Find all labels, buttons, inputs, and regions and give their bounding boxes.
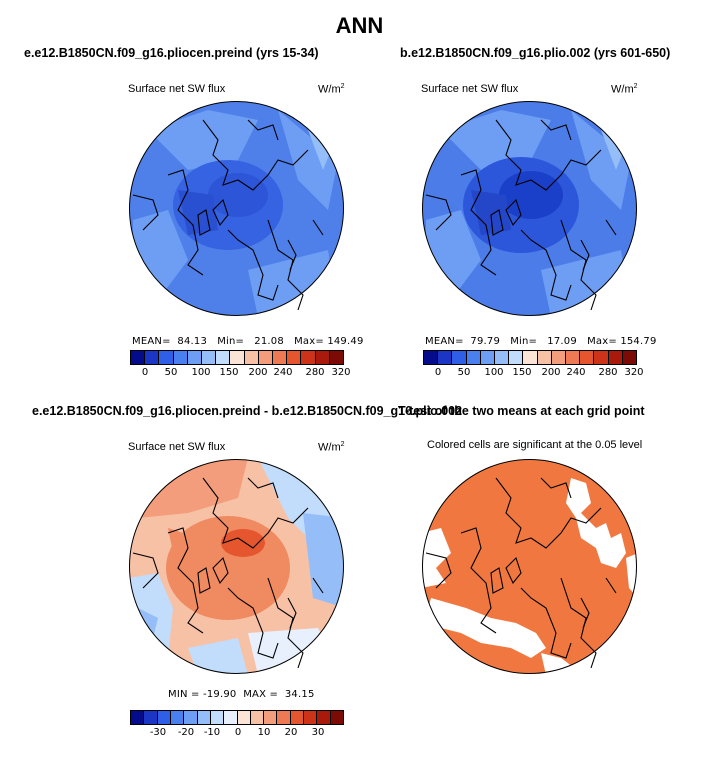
panel1-colorbar-swatch [131, 351, 146, 364]
panel2-colorbar-swatch [551, 351, 567, 364]
panel1-colorbar-swatch [216, 351, 231, 364]
panel3-colorbar-swatch [290, 711, 305, 724]
panel2-variable: Surface net SW flux [421, 83, 519, 95]
panel1-colorbar-tick-label: 0 [141, 367, 149, 378]
panel1-colorbar-swatch [145, 351, 160, 364]
panel1-colorbar-ticks: 0 50 100 150 200 240 280 320 [130, 367, 351, 381]
panel3-colorbar-swatch [131, 711, 145, 724]
panel3-title: e.e12.B1850CN.f09_g16.pliocen.preind - b… [32, 404, 463, 418]
panel4-title: T-test of the two means at each grid poi… [398, 404, 645, 418]
panel2-units: W/m2 [611, 83, 638, 96]
panel3-colorbar-tick-label: 30 [311, 727, 325, 738]
panel2-colorbar-swatch [566, 351, 581, 364]
panel3-colorbar-tick-label: -10 [203, 727, 221, 738]
panel3-colorbar-swatch [317, 711, 331, 724]
panel1-title: e.e12.B1850CN.f09_g16.pliocen.preind (yr… [24, 46, 319, 60]
panel1-colorbar-swatch [244, 351, 259, 364]
panel3-colorbar-swatch [330, 711, 343, 724]
panel3-map [129, 459, 344, 674]
panel2-colorbar-tick-label: 280 [598, 367, 618, 378]
panel3-colorbar-swatch [184, 711, 198, 724]
panel1-colorbar-swatch [287, 351, 302, 364]
panel2-colorbar-swatch [424, 351, 439, 364]
panel3-colorbar-tick-label: -30 [149, 727, 167, 738]
panel2-colorbar [423, 350, 637, 365]
panel2-colorbar-swatch [523, 351, 538, 364]
panel1-units: W/m2 [318, 83, 345, 96]
panel3-colorbar-ticks: -30 -20 -10 0 10 20 30 [130, 727, 344, 741]
panel1-colorbar-swatch [273, 351, 288, 364]
panel2-colorbar-tick-label: 200 [541, 367, 561, 378]
panel3-units: W/m2 [318, 441, 345, 454]
panel2-colorbar-ticks: 0 50 100 150 200 240 280 320 [423, 367, 644, 381]
panel1-map [129, 101, 344, 316]
panel3-colorbar-swatch [170, 711, 185, 724]
panel1-colorbar [130, 350, 344, 365]
panel2-colorbar-swatch [509, 351, 524, 364]
panel1-colorbar-tick-label: 200 [248, 367, 268, 378]
figure-title: ANN [335, 13, 384, 38]
panel3-colorbar-swatch [157, 711, 171, 724]
panel2-colorbar-tick-label: 150 [512, 367, 532, 378]
panel2-colorbar-tick-label: 100 [484, 367, 504, 378]
panel3-colorbar-swatch [144, 711, 158, 724]
panel2-colorbar-swatch [608, 351, 623, 364]
panel3-colorbar-swatch [237, 711, 251, 724]
panel2-colorbar-tick-label: 320 [624, 367, 644, 378]
panel2-title: b.e12.B1850CN.f09_g16.plio.002 (yrs 601-… [400, 46, 671, 60]
panel1-colorbar-swatch [202, 351, 217, 364]
panel3-stats: MIN = -19.90 MAX = 34.15 [168, 689, 315, 700]
panel3-colorbar-swatch [197, 711, 211, 724]
panel3-colorbar-tick-label: 10 [257, 727, 271, 738]
panel3-colorbar-swatch [210, 711, 225, 724]
panel1-colorbar-tick-label: 100 [191, 367, 211, 378]
panel3-colorbar [130, 710, 344, 725]
panel3-colorbar-swatch [264, 711, 278, 724]
panel1-colorbar-swatch [230, 351, 245, 364]
panel2-colorbar-swatch [622, 351, 637, 364]
panel1-variable: Surface net SW flux [128, 83, 226, 95]
panel2-colorbar-tick-label: 0 [434, 367, 442, 378]
panel1-stats: MEAN= 84.13 Min= 21.08 Max= 149.49 [132, 336, 364, 347]
panel1-colorbar-tick-label: 320 [331, 367, 351, 378]
panel2-colorbar-tick-label: 50 [457, 367, 471, 378]
panel1-colorbar-swatch [173, 351, 188, 364]
panel1-colorbar-tick-label: 150 [219, 367, 239, 378]
panel3-colorbar-swatch [304, 711, 318, 724]
panel1-colorbar-tick-label: 240 [273, 367, 293, 378]
panel1-colorbar-swatch [258, 351, 274, 364]
panel3-colorbar-tick-label: -20 [177, 727, 195, 738]
panel3-colorbar-swatch [224, 711, 238, 724]
panel2-colorbar-swatch [580, 351, 595, 364]
panel2-map [422, 101, 637, 316]
panel2-colorbar-swatch [537, 351, 552, 364]
panel1-colorbar-swatch [187, 351, 203, 364]
panel3-colorbar-tick-label: 20 [284, 727, 298, 738]
panel1-colorbar-swatch [329, 351, 344, 364]
panel1-colorbar-tick-label: 50 [164, 367, 178, 378]
panel1-colorbar-swatch [315, 351, 330, 364]
panel3-colorbar-swatch [250, 711, 265, 724]
panel4-map [422, 459, 637, 674]
panel2-colorbar-swatch [495, 351, 510, 364]
panel2-stats: MEAN= 79.79 Min= 17.09 Max= 154.79 [425, 336, 657, 347]
panel1-colorbar-tick-label: 280 [305, 367, 325, 378]
panel2-colorbar-swatch [480, 351, 496, 364]
panel1-colorbar-swatch [159, 351, 174, 364]
panel2-colorbar-swatch [452, 351, 467, 364]
panel1-colorbar-swatch [301, 351, 316, 364]
panel4-subtitle: Colored cells are significant at the 0.0… [427, 439, 643, 451]
panel2-colorbar-tick-label: 240 [566, 367, 586, 378]
panel3-colorbar-swatch [277, 711, 291, 724]
panel2-colorbar-swatch [466, 351, 481, 364]
panel2-colorbar-swatch [438, 351, 453, 364]
panel3-variable: Surface net SW flux [128, 441, 226, 453]
panel2-colorbar-swatch [594, 351, 609, 364]
panel3-colorbar-tick-label: 0 [234, 727, 242, 738]
